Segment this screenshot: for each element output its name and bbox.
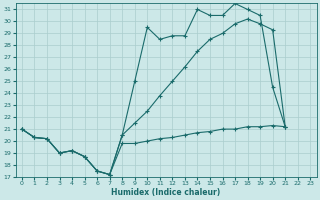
X-axis label: Humidex (Indice chaleur): Humidex (Indice chaleur) [111, 188, 221, 197]
